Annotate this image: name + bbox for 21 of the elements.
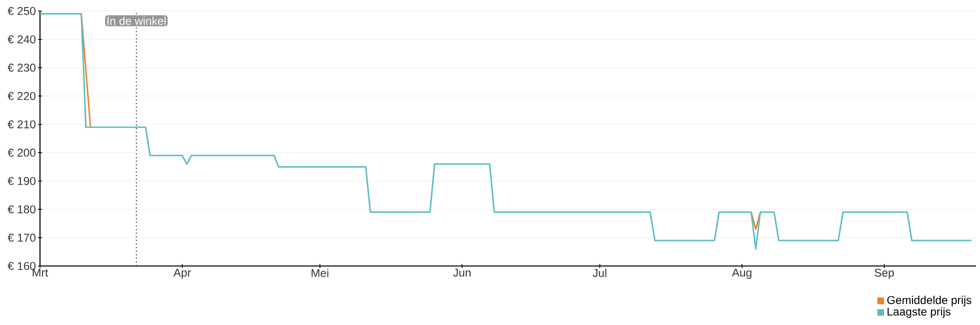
line-series — [39, 13, 972, 250]
y-tick-label: € 220 — [8, 92, 36, 100]
legend-label: Gemiddelde prijs — [887, 296, 972, 306]
y-tick-label: € 190 — [8, 177, 36, 186]
ref-line-label: In de winkel — [107, 16, 166, 25]
y-tick-label: € 200 — [8, 148, 36, 157]
y-tick-label: € 170 — [8, 234, 36, 242]
x-tick-label: Mei — [312, 268, 328, 278]
legend-label: Laagste prijs — [888, 307, 951, 318]
y-tick-label: € 230 — [8, 64, 36, 72]
y-tick-label: € 210 — [8, 120, 36, 128]
x-tick-label: Jun — [453, 268, 471, 277]
y-tick-label: € 160 — [8, 262, 36, 270]
y-tick-label: € 250 — [8, 7, 36, 16]
y-tick-label: € 180 — [8, 205, 36, 214]
x-tick-label: Jul — [592, 268, 606, 278]
x-tick-label: Apr — [173, 268, 191, 279]
x-tick-label: Mrt — [32, 268, 48, 277]
y-tick-label: € 240 — [8, 35, 36, 44]
x-tick-label: Sep — [874, 268, 894, 279]
x-tick-label: Aug — [732, 268, 752, 279]
